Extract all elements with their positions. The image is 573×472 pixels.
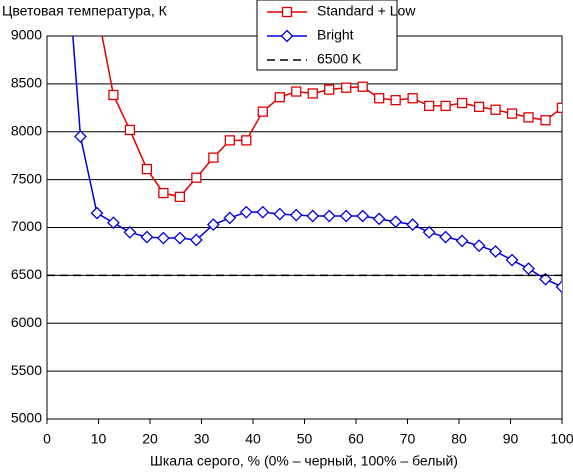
legend-label: Standard + Low — [317, 3, 416, 19]
marker — [390, 95, 401, 106]
legend-label: 6500 K — [317, 51, 362, 67]
marker — [489, 245, 502, 258]
marker — [274, 92, 285, 103]
x-tick-label: 30 — [194, 431, 210, 447]
marker — [473, 101, 485, 113]
marker — [208, 152, 219, 163]
marker — [440, 100, 451, 112]
marker — [505, 253, 519, 267]
y-tick-label: 7000 — [11, 218, 42, 234]
marker — [108, 89, 119, 101]
marker — [289, 208, 303, 222]
marker — [141, 163, 153, 175]
y-tick-label: 9000 — [11, 27, 42, 43]
x-tick-label: 70 — [400, 431, 416, 447]
marker — [406, 218, 420, 232]
chart-title: Цветовая температура, К — [2, 3, 168, 19]
marker — [206, 218, 220, 232]
marker — [540, 115, 551, 126]
marker — [357, 81, 368, 92]
marker — [140, 230, 154, 244]
marker — [455, 234, 469, 248]
y-tick-label: 6500 — [11, 266, 42, 282]
marker — [123, 225, 137, 239]
marker — [107, 216, 120, 230]
marker — [555, 280, 562, 294]
marker — [189, 233, 203, 247]
x-axis-label: Шкала серого, % (0% – черный, 100% – бел… — [150, 453, 458, 469]
marker — [490, 104, 501, 115]
legend: Standard + Low Bright 6500 K — [256, 0, 416, 71]
marker — [523, 112, 534, 123]
x-tick-label: 100 — [550, 431, 573, 447]
marker — [306, 209, 320, 223]
marker — [356, 209, 370, 223]
x-tick-label: 80 — [451, 431, 467, 447]
marker — [522, 262, 535, 276]
x-tick-label: 20 — [142, 431, 158, 447]
marker — [423, 100, 435, 112]
marker — [439, 230, 453, 244]
legend-marker — [280, 29, 294, 43]
y-tick-label: 8500 — [11, 75, 42, 91]
y-tick-label: 5500 — [11, 362, 42, 378]
legend-label: Bright — [317, 27, 354, 43]
marker — [223, 211, 237, 225]
marker — [556, 102, 562, 113]
marker — [324, 84, 335, 95]
marker — [307, 88, 318, 99]
marker — [291, 86, 302, 97]
marker — [174, 191, 186, 203]
marker — [158, 187, 169, 199]
marker — [407, 93, 418, 104]
y-tick-label: 6000 — [11, 314, 42, 330]
plot-area — [47, 36, 562, 294]
marker — [372, 212, 386, 226]
y-tick-label: 7500 — [11, 170, 42, 186]
y-tick-label: 5000 — [11, 410, 42, 426]
marker — [173, 231, 187, 245]
marker — [472, 239, 486, 253]
marker — [257, 106, 268, 117]
marker — [273, 207, 287, 221]
marker — [422, 225, 436, 239]
marker — [256, 205, 270, 219]
marker — [539, 272, 552, 286]
marker — [241, 135, 252, 146]
marker — [90, 206, 104, 220]
marker — [124, 124, 136, 136]
y-tick-label: 8000 — [11, 122, 42, 138]
marker — [339, 209, 353, 223]
marker — [322, 209, 336, 223]
marker — [239, 205, 253, 219]
legend-marker — [281, 6, 293, 18]
marker — [389, 215, 403, 229]
marker — [224, 135, 235, 146]
marker — [374, 93, 385, 104]
marker — [74, 130, 87, 143]
marker — [341, 82, 352, 93]
x-tick-label: 60 — [348, 431, 364, 447]
marker — [456, 97, 468, 109]
x-tick-label: 90 — [503, 431, 519, 447]
x-tick-label: 40 — [245, 431, 261, 447]
x-tick-label: 0 — [43, 431, 51, 447]
x-tick-label: 10 — [91, 431, 107, 447]
marker — [156, 231, 170, 245]
marker — [191, 172, 202, 183]
x-tick-label: 50 — [297, 431, 313, 447]
marker — [506, 108, 518, 119]
